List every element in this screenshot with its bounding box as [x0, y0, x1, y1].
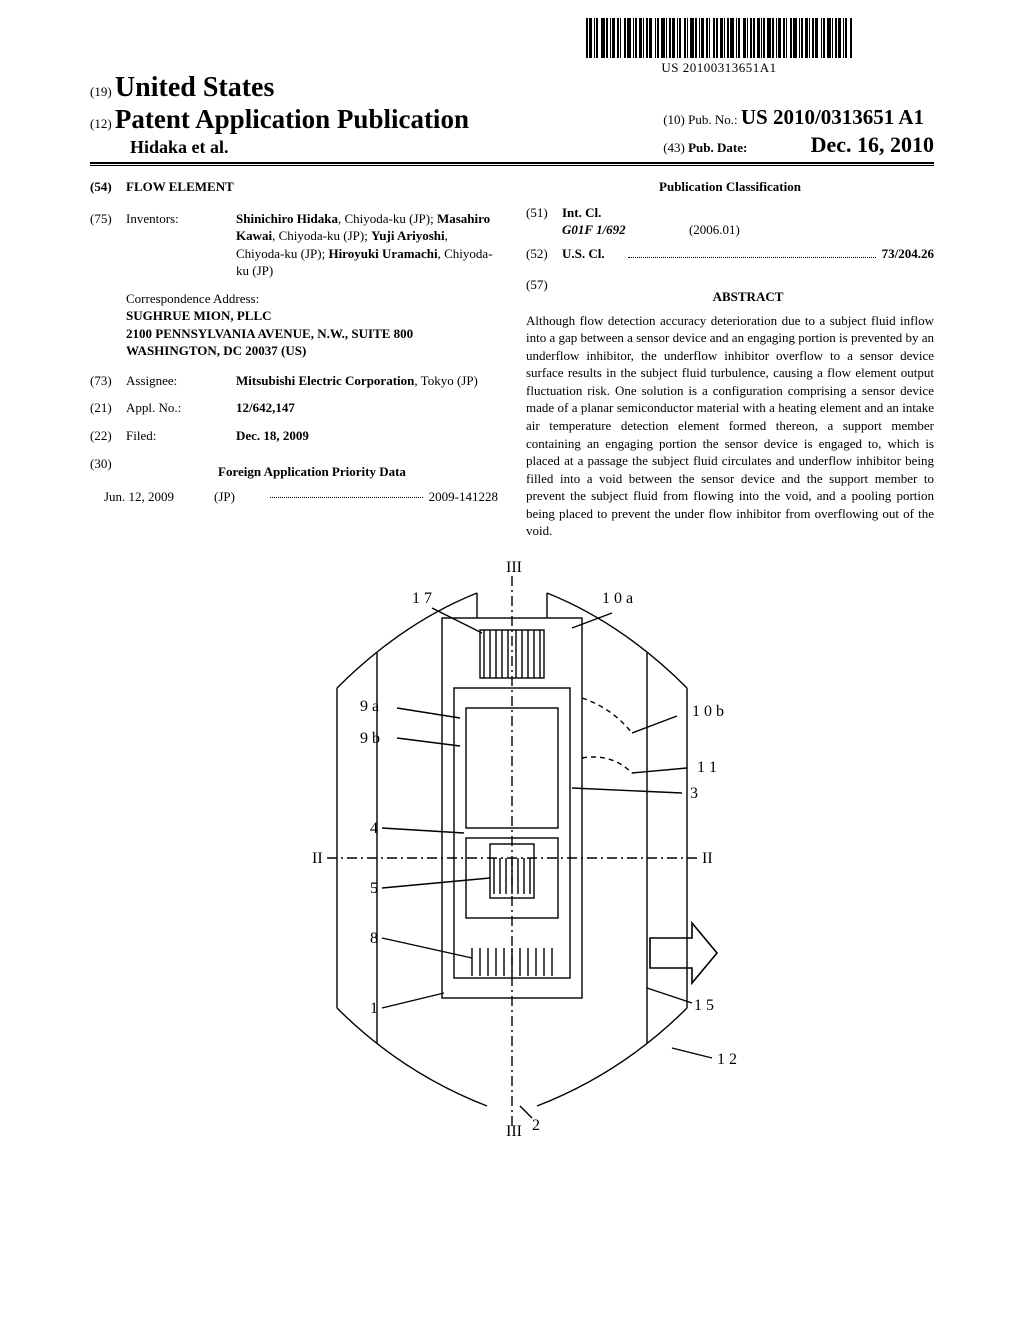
applno-code: (21) — [90, 399, 126, 417]
fig-label-12: 1 2 — [717, 1051, 737, 1068]
doc-type-code: (12) — [90, 116, 112, 131]
fig-label-9b: 9 b — [360, 730, 380, 747]
fig-label-8: 8 — [370, 930, 378, 947]
priority-code: (30) — [90, 455, 126, 489]
fig-label-17: 1 7 — [412, 590, 432, 607]
priority-country: (JP) — [214, 488, 264, 506]
country-code: (19) — [90, 84, 112, 99]
priority-number: 2009-141228 — [429, 488, 498, 506]
abstract-title: ABSTRACT — [562, 288, 934, 306]
fig-label-II-left: II — [312, 850, 323, 867]
barcode-block: US 20100313651A1 — [504, 18, 934, 76]
pubno-label: Pub. No.: — [688, 112, 737, 127]
document-header: (19) United States (12) Patent Applicati… — [90, 72, 934, 166]
uscl-code: (52) — [526, 245, 562, 263]
inventors-code: (75) — [90, 210, 126, 280]
assignee-label: Assignee: — [126, 372, 236, 390]
country-name: United States — [115, 72, 274, 103]
bibliographic-columns: (54) FLOW ELEMENT (75) Inventors: Shinic… — [90, 178, 934, 540]
pubno-value: US 2010/0313651 A1 — [741, 105, 924, 129]
applno-label: Appl. No.: — [126, 399, 236, 417]
pubdate-label: Pub. Date: — [688, 140, 747, 155]
pubno-code: (10) — [663, 112, 685, 127]
applno-value: 12/642,147 — [236, 399, 498, 417]
fig-label-9a: 9 a — [360, 698, 379, 715]
fig-label-III-top: III — [506, 559, 522, 576]
fig-label-11: 1 1 — [697, 759, 717, 776]
filed-code: (22) — [90, 427, 126, 445]
intcl-label: Int. Cl. — [562, 204, 740, 222]
fig-label-1: 1 — [370, 1000, 378, 1017]
fig-label-II-right: II — [702, 850, 713, 867]
priority-title: Foreign Application Priority Data — [126, 463, 498, 481]
left-column: (54) FLOW ELEMENT (75) Inventors: Shinic… — [90, 178, 498, 540]
correspondence-label: Correspondence Address: — [126, 290, 498, 308]
intcl-code: (51) — [526, 204, 562, 239]
fig-label-4: 4 — [370, 820, 378, 837]
abstract-body: Although flow detection accuracy deterio… — [526, 312, 934, 540]
figure-svg: III III II II 1 7 1 0 a 1 0 b 9 a 9 b 1 … — [232, 558, 792, 1138]
pubclass-title: Publication Classification — [526, 178, 934, 196]
fig-label-15: 1 5 — [694, 997, 714, 1014]
correspondence-block: Correspondence Address: SUGHRUE MION, PL… — [126, 290, 498, 360]
fig-label-3: 3 — [690, 785, 698, 802]
uscl-value: 73/204.26 — [882, 245, 934, 263]
priority-date: Jun. 12, 2009 — [104, 488, 214, 506]
fig-label-III-bottom: III — [506, 1123, 522, 1138]
author-line: Hidaka et al. — [90, 137, 469, 158]
priority-row: Jun. 12, 2009 (JP) 2009-141228 — [90, 488, 498, 506]
fig-label-5: 5 — [370, 880, 378, 897]
doc-type: Patent Application Publication — [115, 104, 469, 134]
pubdate-value: Dec. 16, 2010 — [811, 132, 934, 158]
fig-label-10b: 1 0 b — [692, 703, 724, 720]
priority-dots — [270, 488, 423, 498]
correspondence-body: SUGHRUE MION, PLLC 2100 PENNSYLVANIA AVE… — [126, 307, 498, 360]
right-column: Publication Classification (51) Int. Cl.… — [526, 178, 934, 540]
filed-label: Filed: — [126, 427, 236, 445]
barcode-text: US 20100313651A1 — [504, 60, 934, 76]
fig-label-10a: 1 0 a — [602, 590, 633, 607]
patent-figure: III III II II 1 7 1 0 a 1 0 b 9 a 9 b 1 … — [90, 558, 934, 1138]
uscl-label: U.S. Cl. — [562, 245, 622, 263]
invention-title: FLOW ELEMENT — [126, 178, 234, 196]
fig-label-2: 2 — [532, 1117, 540, 1134]
barcode-graphic — [504, 18, 934, 58]
intcl-date: (2006.01) — [689, 222, 740, 237]
assignee-code: (73) — [90, 372, 126, 390]
inventors-body: Shinichiro Hidaka, Chiyoda-ku (JP); Masa… — [236, 210, 498, 280]
title-code: (54) — [90, 178, 126, 196]
pubdate-code: (43) — [663, 140, 685, 155]
inventors-label: Inventors: — [126, 210, 236, 280]
uscl-dots — [628, 248, 876, 258]
abstract-code: (57) — [526, 276, 562, 312]
assignee-body: Mitsubishi Electric Corporation, Tokyo (… — [236, 372, 498, 390]
intcl-class: G01F 1/692 — [562, 222, 626, 237]
filed-value: Dec. 18, 2009 — [236, 427, 498, 445]
